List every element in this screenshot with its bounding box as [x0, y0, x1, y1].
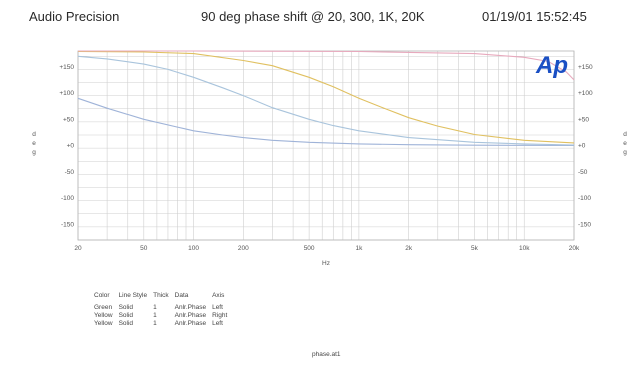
legend-cell: 1 — [153, 304, 157, 311]
legend-header-cell: Color — [94, 292, 110, 299]
x-tick-label: 20k — [569, 245, 580, 252]
y-tick-label-left: -50 — [65, 169, 75, 176]
y-tick-label-left: +0 — [67, 143, 75, 150]
y-tick-label-right: +100 — [578, 90, 593, 97]
y-axis-label-right: d — [623, 131, 627, 138]
legend-cell: Left — [212, 320, 223, 327]
series-line-3 — [77, 55, 575, 146]
legend-cell: Left — [212, 304, 223, 311]
series-line-2 — [77, 50, 575, 144]
x-axis-label: Hz — [322, 260, 330, 267]
y-tick-label-right: +50 — [578, 116, 589, 123]
legend-cell: Solid — [118, 312, 134, 319]
legend-cell: Green — [94, 304, 113, 311]
y-axis-label-left: g — [32, 149, 36, 156]
y-tick-label-right: -100 — [578, 195, 591, 202]
legend-cell: Yellow — [94, 320, 113, 327]
y-tick-label-left: +100 — [59, 90, 74, 97]
legend-cell: 1 — [153, 320, 157, 327]
x-tick-label: 50 — [140, 245, 148, 252]
y-tick-label-right: -50 — [578, 169, 588, 176]
series-line-1 — [77, 97, 575, 147]
x-tick-label: 2k — [405, 245, 413, 252]
y-tick-label-left: +150 — [59, 64, 74, 71]
legend-row: Yellow Solid 1 Anlr.Phase Right — [94, 312, 233, 320]
x-tick-label: 200 — [238, 245, 249, 252]
y-tick-label-right: +0 — [578, 143, 586, 150]
x-tick-label: 20 — [74, 245, 82, 252]
y-axis-label-right: g — [623, 149, 627, 156]
file-name: phase.at1 — [312, 351, 341, 358]
legend-cell: Anlr.Phase — [174, 304, 207, 311]
x-tick-label: 5k — [471, 245, 479, 252]
legend-row: Yellow Solid 1 Anlr.Phase Left — [94, 320, 233, 328]
chart-title: 90 deg phase shift @ 20, 300, 1K, 20K — [201, 9, 425, 24]
legend-row: Green Solid 1 Anlr.Phase Left — [94, 304, 233, 312]
y-tick-label-left: -100 — [61, 195, 74, 202]
legend-cell: Solid — [118, 304, 134, 311]
y-axis-label-right: e — [623, 140, 627, 147]
legend-cell: Solid — [118, 320, 134, 327]
y-tick-label-right: +150 — [578, 64, 593, 71]
legend-header-cell: Line Style — [118, 292, 148, 299]
legend-header-cell: Data — [174, 292, 189, 299]
y-tick-label-left: -150 — [61, 221, 74, 228]
y-axis-label-left: d — [32, 131, 36, 138]
legend-cell: 1 — [153, 312, 157, 319]
ap-logo-icon: Ap — [535, 52, 568, 79]
legend-cell: Anlr.Phase — [174, 320, 207, 327]
app-name: Audio Precision — [29, 9, 120, 24]
legend-table: Color Line Style Thick Data Axis Green Solid 1… — [94, 292, 233, 328]
y-axis-label-left: e — [32, 140, 36, 147]
legend-cell: Right — [212, 312, 228, 319]
x-tick-label: 100 — [188, 245, 199, 252]
legend-header-cell: Axis — [212, 292, 225, 299]
x-tick-label: 500 — [304, 245, 315, 252]
legend-cell: Yellow — [94, 312, 113, 319]
legend-cell: Anlr.Phase — [174, 312, 207, 319]
series-line-4 — [78, 50, 575, 81]
y-tick-label-left: +50 — [63, 116, 74, 123]
x-tick-label: 1k — [355, 245, 363, 252]
timestamp: 01/19/01 15:52:45 — [482, 9, 587, 24]
y-tick-label-right: -150 — [578, 221, 591, 228]
legend-header-cell: Thick — [153, 292, 169, 299]
x-tick-label: 10k — [519, 245, 530, 252]
